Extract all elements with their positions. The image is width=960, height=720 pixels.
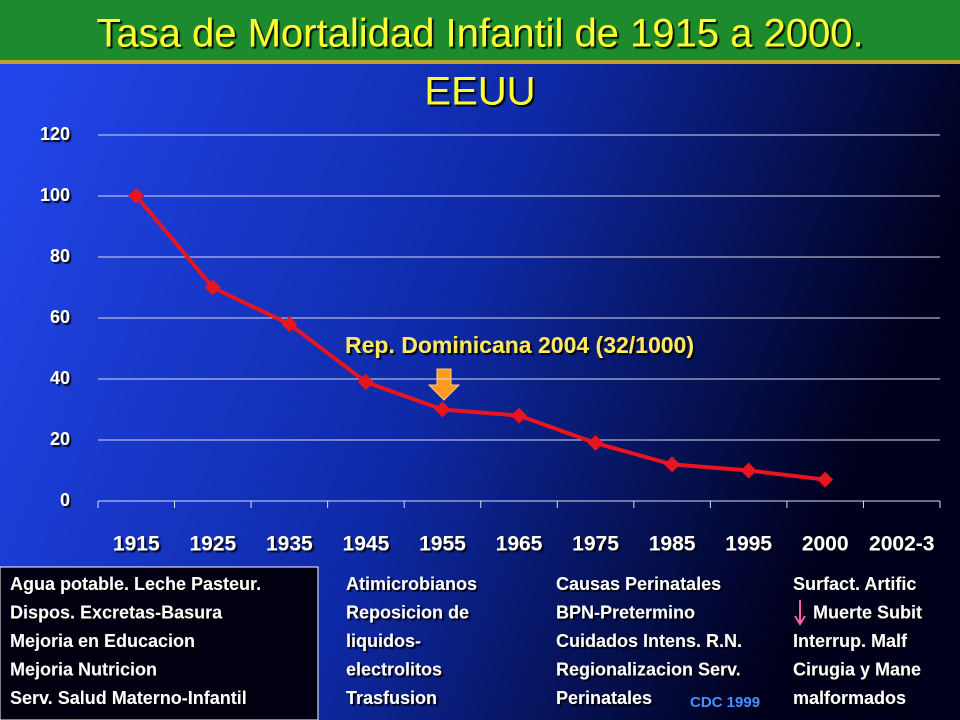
- note-line: BPN-Pretermino: [556, 602, 695, 622]
- y-tick-label: 120: [40, 124, 70, 144]
- note-line: Muerte Subit: [813, 602, 922, 622]
- chart-title: Tasa de Mortalidad Infantil de 1915 a 20…: [96, 12, 863, 56]
- x-tick-label: 1915: [113, 533, 160, 556]
- point-marker: [511, 407, 527, 424]
- point-marker: [664, 456, 681, 473]
- point-marker: [128, 188, 145, 204]
- point-marker: [281, 316, 298, 333]
- point-marker: [817, 471, 834, 488]
- x-tick-label: 1975: [572, 533, 619, 556]
- note-line: Regionalizacion Serv.: [556, 659, 741, 679]
- note-line: Cirugia y Mane: [793, 659, 921, 679]
- title-rule: [0, 60, 960, 64]
- point-marker: [357, 374, 374, 391]
- note-line: Agua potable. Leche Pasteur.: [10, 574, 261, 594]
- annotation: Rep. Dominicana 2004 (32/1000): [345, 332, 694, 358]
- x-tick-label: 1925: [189, 533, 236, 556]
- x-tick-label: 1955: [419, 533, 466, 556]
- note-line: Surfact. Artific: [793, 574, 916, 594]
- x-tick-label: 2002-3: [869, 533, 934, 556]
- x-tick-label: 1935: [266, 533, 313, 556]
- y-tick-label: 0: [60, 490, 70, 510]
- note-line: Reposicion de: [346, 602, 469, 622]
- note-arrow: [794, 600, 806, 626]
- y-tick-label: 20: [50, 429, 70, 449]
- notes-box: [0, 566, 319, 720]
- note-line: liquidos-: [346, 631, 421, 651]
- series-line: [134, 194, 826, 482]
- note-line: Perinatales: [556, 688, 652, 708]
- y-tick-label: 60: [50, 307, 70, 327]
- point-marker: [434, 401, 451, 418]
- source: CDC 1999: [690, 694, 760, 711]
- x-tick-label: 1995: [725, 533, 772, 556]
- point-marker: [204, 279, 221, 296]
- chart-subtitle: EEUU: [424, 70, 535, 114]
- note-line: Mejoria Nutricion: [10, 659, 157, 679]
- note-line: Serv. Salud Materno-Infantil: [10, 688, 247, 708]
- note-line: Causas Perinatales: [556, 574, 721, 594]
- note-line: Atimicrobianos: [346, 574, 477, 594]
- x-tick-label: 2000: [802, 533, 849, 556]
- note-line: Interrup. Malf: [793, 631, 908, 651]
- y-tick-label: 40: [50, 368, 70, 388]
- note-line: Dispos. Excretas-Basura: [10, 602, 223, 622]
- point-marker: [587, 435, 604, 452]
- point-marker: [740, 462, 757, 479]
- note-line: Mejoria en Educacion: [10, 631, 195, 651]
- annotation-arrow: [427, 368, 461, 401]
- note-line: malformados: [793, 688, 906, 708]
- note-line: Cuidados Intens. R.N.: [556, 631, 742, 651]
- y-tick-label: 100: [40, 185, 70, 205]
- title-bar: [0, 0, 960, 62]
- x-tick-label: 1965: [496, 533, 543, 556]
- note-line: electrolitos: [346, 659, 442, 679]
- note-line: Trasfusion: [346, 688, 437, 708]
- x-tick-label: 1985: [649, 533, 696, 556]
- x-tick-label: 1945: [343, 533, 390, 556]
- y-tick-label: 80: [50, 246, 70, 266]
